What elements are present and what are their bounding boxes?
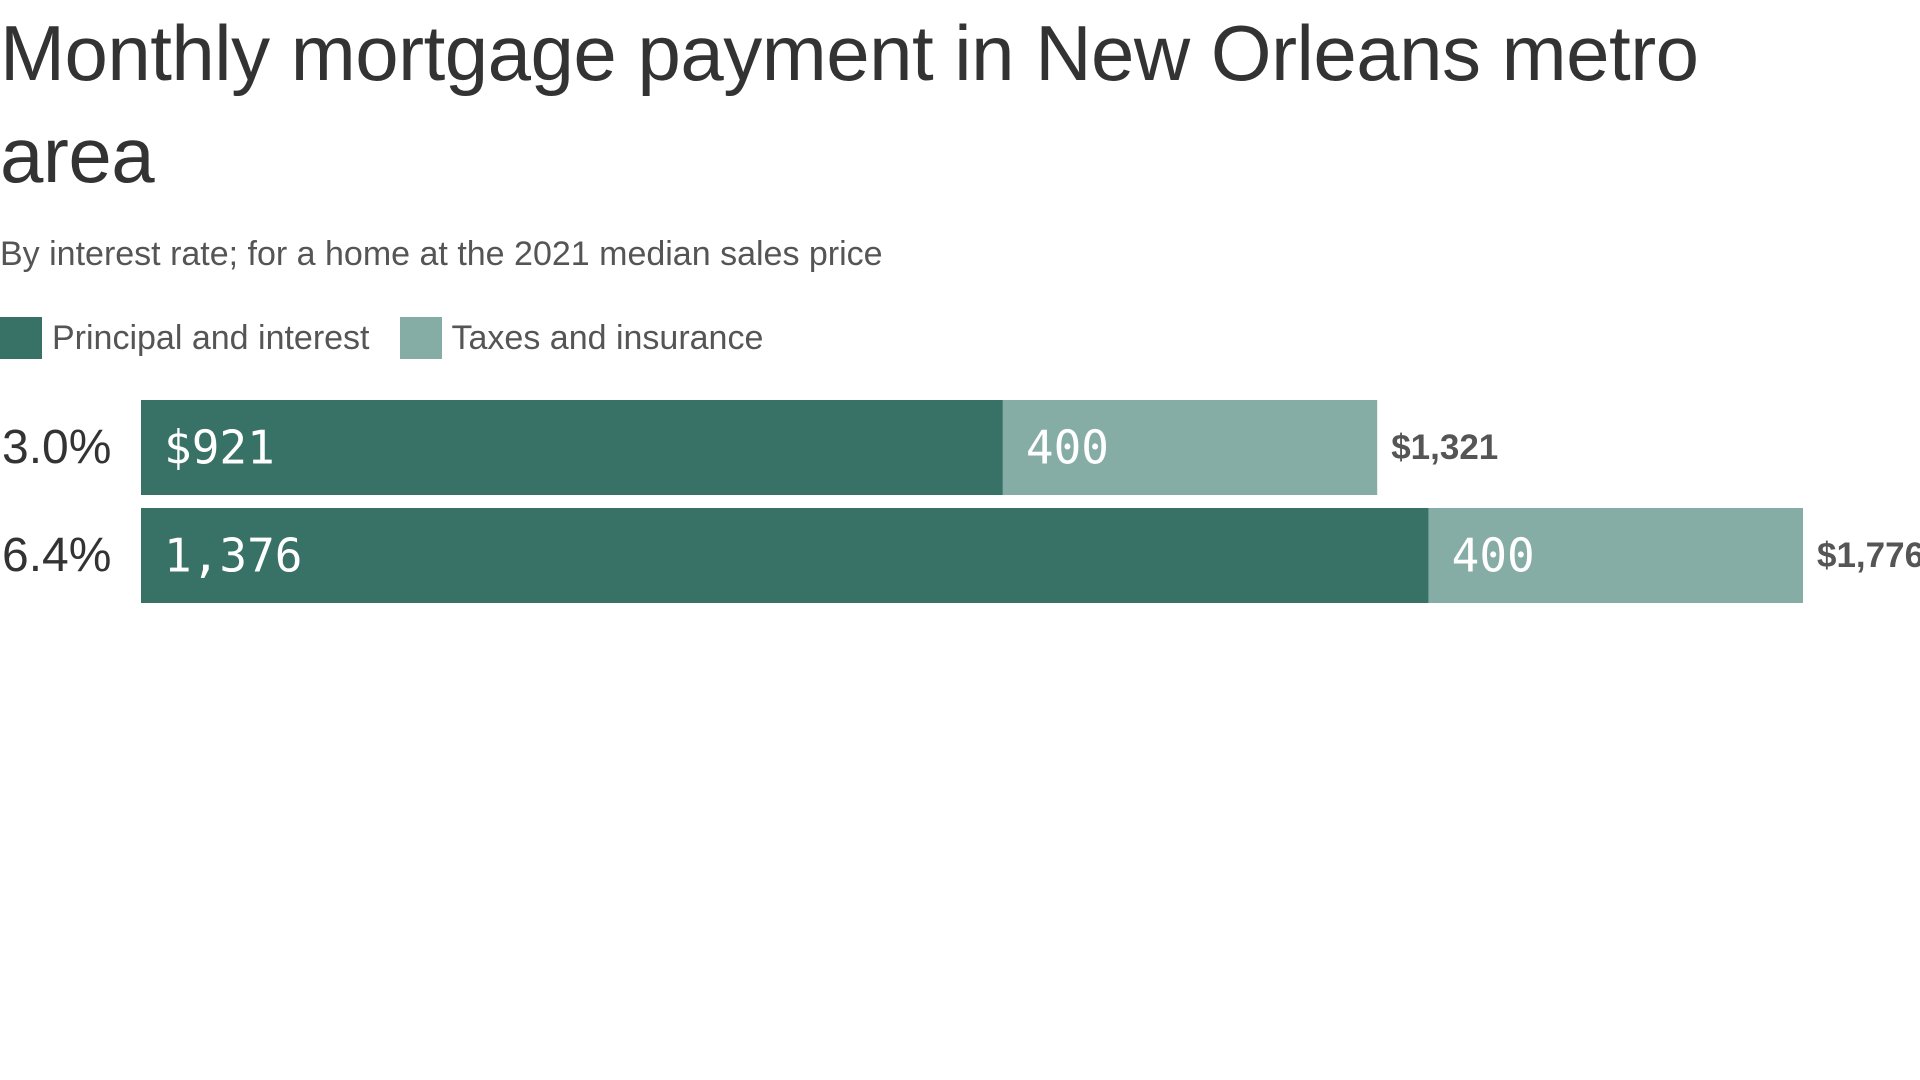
chart-subtitle: By interest rate; for a home at the 2021… (0, 235, 883, 273)
chart-title: Monthly mortgage payment in New Orleans … (0, 9, 1699, 199)
legend-label-taxes-insurance: Taxes and insurance (451, 319, 764, 357)
bar-principal-and-interest-6-4 (141, 508, 1429, 603)
bar-taxes-and-insurance-6-4 (1428, 508, 1803, 603)
legend-swatch-principal-interest (0, 317, 42, 359)
category-label-6-4: 6.4% (2, 529, 111, 582)
category-label-3-0: 3.0% (2, 421, 111, 474)
bar-label-taxes-and-insurance-6-4: 400 (1452, 529, 1535, 583)
chart-legend: Principal and interest Taxes and insuran… (0, 316, 793, 360)
total-label-3-0: $1,321 (1391, 428, 1498, 467)
bar-label-principal-and-interest-3-0: $921 (164, 421, 275, 475)
bar-taxes-and-insurance-3-0 (1002, 400, 1378, 495)
legend-item-principal-interest: Principal and interest (0, 316, 370, 360)
bar-principal-and-interest-3-0 (141, 400, 1003, 495)
legend-swatch-taxes-insurance (399, 317, 442, 359)
legend-item-taxes-insurance: Taxes and insurance (399, 316, 764, 360)
total-label-6-4: $1,776 (1817, 536, 1920, 575)
legend-label-principal-interest: Principal and interest (52, 319, 370, 357)
bar-label-taxes-and-insurance-3-0: 400 (1026, 421, 1109, 475)
bar-label-principal-and-interest-6-4: 1,376 (164, 529, 302, 583)
